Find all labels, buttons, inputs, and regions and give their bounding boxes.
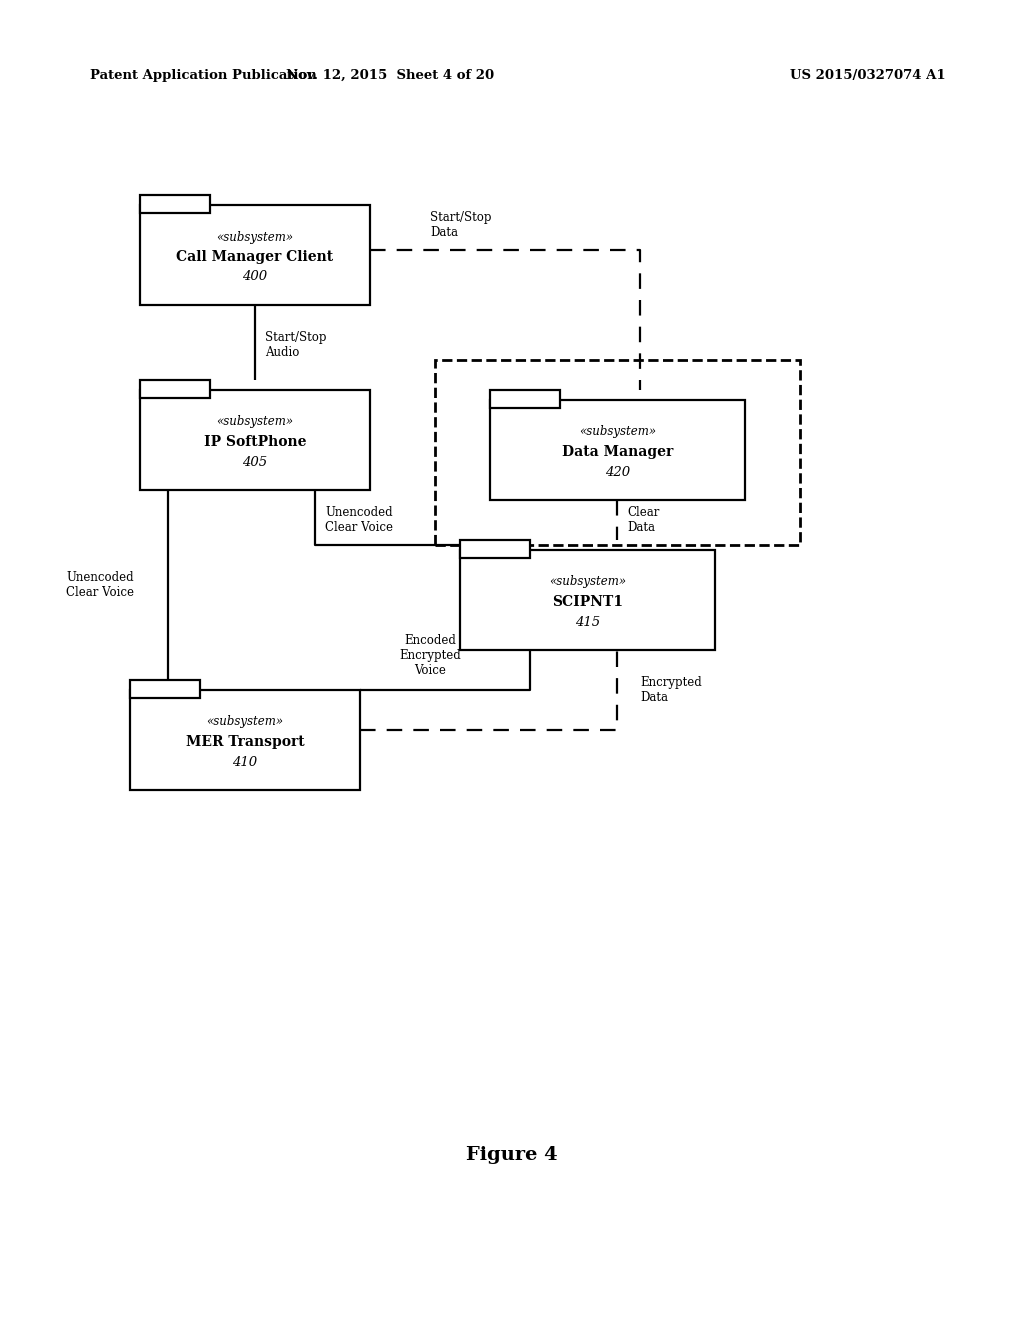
- Bar: [490, 389, 560, 408]
- Bar: [140, 205, 370, 305]
- Bar: [460, 540, 530, 558]
- Text: Clear
Data: Clear Data: [627, 506, 659, 535]
- Text: «subsystem»: «subsystem»: [216, 416, 294, 429]
- Bar: [130, 690, 360, 789]
- Text: «subsystem»: «subsystem»: [579, 425, 656, 438]
- Text: 415: 415: [574, 615, 600, 628]
- Text: Encoded
Encrypted
Voice: Encoded Encrypted Voice: [399, 634, 461, 676]
- Text: «subsystem»: «subsystem»: [216, 231, 294, 243]
- Text: 410: 410: [232, 755, 258, 768]
- Text: MER Transport: MER Transport: [185, 735, 304, 748]
- Text: Encrypted
Data: Encrypted Data: [640, 676, 701, 704]
- Text: 405: 405: [243, 455, 267, 469]
- Bar: [140, 389, 370, 490]
- Text: IP SoftPhone: IP SoftPhone: [204, 436, 306, 449]
- Bar: [140, 380, 210, 399]
- Text: Patent Application Publication: Patent Application Publication: [90, 69, 316, 82]
- Bar: [130, 680, 200, 698]
- Text: Data Manager: Data Manager: [562, 445, 673, 459]
- Text: «subsystem»: «subsystem»: [549, 576, 626, 589]
- Text: 420: 420: [605, 466, 630, 479]
- Text: «subsystem»: «subsystem»: [207, 715, 284, 729]
- Bar: [490, 400, 745, 500]
- Text: Call Manager Client: Call Manager Client: [176, 249, 334, 264]
- Text: Start/Stop
Audio: Start/Stop Audio: [265, 331, 327, 359]
- Text: Nov. 12, 2015  Sheet 4 of 20: Nov. 12, 2015 Sheet 4 of 20: [286, 69, 494, 82]
- Text: Start/Stop
Data: Start/Stop Data: [430, 211, 492, 239]
- Text: Unencoded
Clear Voice: Unencoded Clear Voice: [66, 572, 134, 599]
- Text: Figure 4: Figure 4: [466, 1146, 558, 1164]
- Text: SCIPNT1: SCIPNT1: [552, 595, 623, 609]
- Text: Unencoded
Clear Voice: Unencoded Clear Voice: [325, 506, 393, 535]
- Bar: [460, 550, 715, 649]
- Text: US 2015/0327074 A1: US 2015/0327074 A1: [790, 69, 945, 82]
- Bar: [435, 360, 800, 545]
- Bar: [140, 195, 210, 213]
- Text: 400: 400: [243, 271, 267, 284]
